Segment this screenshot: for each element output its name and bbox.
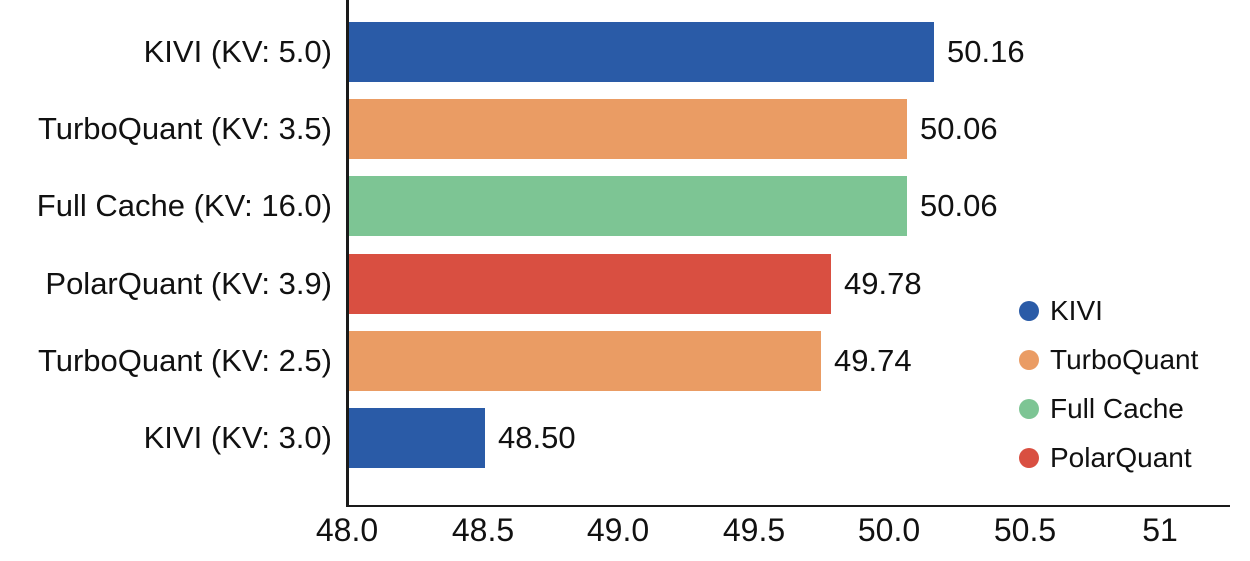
bar [349,254,831,314]
bar [349,408,485,468]
y-axis-line [346,0,349,507]
legend-item: Full Cache [1019,384,1198,433]
value-label: 50.16 [947,34,1025,69]
value-label: 48.50 [498,420,576,455]
bar [349,99,907,159]
value-label: 50.06 [920,188,998,223]
legend-label: Full Cache [1050,392,1184,424]
x-tick-label: 49.5 [722,512,786,548]
x-axis-line [346,505,1230,507]
category-label: Full Cache (KV: 16.0) [36,188,332,223]
x-tick-label: 49.0 [586,512,650,548]
category-label: TurboQuant (KV: 3.5) [37,111,332,146]
x-tick-label: 50.0 [857,512,921,548]
bar [349,176,907,236]
legend-swatch-icon [1019,398,1039,419]
legend: KIVI TurboQuant Full Cache PolarQuant [1019,286,1198,482]
legend-item: KIVI [1019,286,1198,335]
value-label: 49.78 [844,266,922,301]
x-tick-label: 48.5 [451,512,515,548]
x-tick-label: 50.5 [993,512,1057,548]
value-label: 49.74 [834,343,912,378]
category-label: TurboQuant (KV: 2.5) [37,343,332,378]
bar [349,331,821,391]
legend-swatch-icon [1019,349,1039,370]
category-label: KIVI (KV: 3.0) [143,420,332,455]
bar [349,22,934,82]
x-tick-label: 51 [1142,512,1178,548]
category-label: PolarQuant (KV: 3.9) [45,266,332,301]
legend-label: KIVI [1050,294,1103,326]
legend-swatch-icon [1019,447,1039,468]
legend-item: PolarQuant [1019,433,1198,482]
legend-item: TurboQuant [1019,335,1198,384]
legend-swatch-icon [1019,300,1039,321]
category-label: KIVI (KV: 5.0) [143,34,332,69]
legend-label: PolarQuant [1050,441,1192,473]
x-tick-label: 48.0 [315,512,379,548]
legend-label: TurboQuant [1050,343,1199,375]
value-label: 50.06 [920,111,998,146]
